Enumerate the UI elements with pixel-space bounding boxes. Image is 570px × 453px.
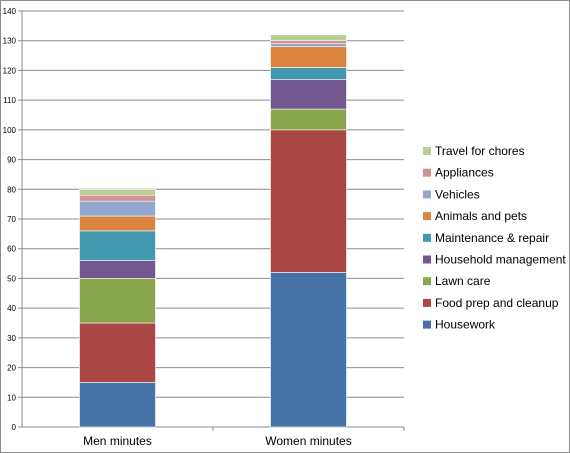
legend-swatch xyxy=(423,212,431,221)
bar-segment xyxy=(270,43,347,47)
legend-label: Food prep and cleanup xyxy=(435,296,559,310)
bar-segment xyxy=(270,79,347,110)
bar-segment xyxy=(270,67,347,80)
y-tick-label: 80 xyxy=(7,185,16,194)
legend-swatch xyxy=(423,190,431,199)
legend-label: Maintenance & repair xyxy=(435,231,549,245)
legend-label: Household management xyxy=(435,253,566,267)
legend-label: Travel for chores xyxy=(435,144,525,158)
bar-segment xyxy=(79,278,156,324)
legend-swatch xyxy=(423,255,431,264)
legend-label: Vehicles xyxy=(435,187,480,201)
legend-swatch xyxy=(423,320,431,329)
bar-segment xyxy=(79,188,156,196)
legend-label: Housework xyxy=(435,318,496,332)
bar-segment xyxy=(79,260,156,279)
bar-segment xyxy=(270,108,347,131)
y-tick-label: 0 xyxy=(12,423,17,432)
bar-segment xyxy=(79,200,156,217)
bar-segment xyxy=(79,322,156,383)
y-tick-label: 70 xyxy=(7,215,16,224)
legend-label: Lawn care xyxy=(435,274,491,288)
y-tick-label: 60 xyxy=(7,245,16,254)
y-tick-label: 120 xyxy=(3,66,17,75)
legend-swatch xyxy=(423,147,431,155)
bar-segment xyxy=(79,230,156,261)
x-category-label: Men minutes xyxy=(83,434,152,448)
y-tick-label: 140 xyxy=(3,7,17,16)
legend-label: Animals and pets xyxy=(435,209,527,223)
bar-segment xyxy=(270,272,347,428)
bar-segment xyxy=(270,46,347,68)
y-tick-label: 90 xyxy=(7,156,16,165)
legend-swatch xyxy=(423,168,431,177)
bar-segment xyxy=(270,34,347,42)
y-tick-label: 30 xyxy=(7,334,16,343)
bar-segment xyxy=(270,129,347,273)
legend-label: Appliances xyxy=(435,166,494,180)
y-tick-label: 50 xyxy=(7,274,16,283)
y-tick-label: 100 xyxy=(3,126,17,135)
y-tick-label: 20 xyxy=(7,364,16,373)
legend-swatch xyxy=(423,277,431,286)
legend-swatch xyxy=(423,298,431,307)
bar-segment xyxy=(270,40,347,44)
y-tick-label: 110 xyxy=(3,96,16,105)
y-tick-label: 40 xyxy=(7,304,16,313)
y-tick-label: 10 xyxy=(7,393,16,402)
y-tick-label: 130 xyxy=(3,37,17,46)
bar-segment xyxy=(79,382,156,428)
legend-swatch xyxy=(423,233,431,242)
bar-segment xyxy=(79,194,156,202)
x-category-label: Women minutes xyxy=(265,434,351,448)
bar-segment xyxy=(79,215,156,232)
